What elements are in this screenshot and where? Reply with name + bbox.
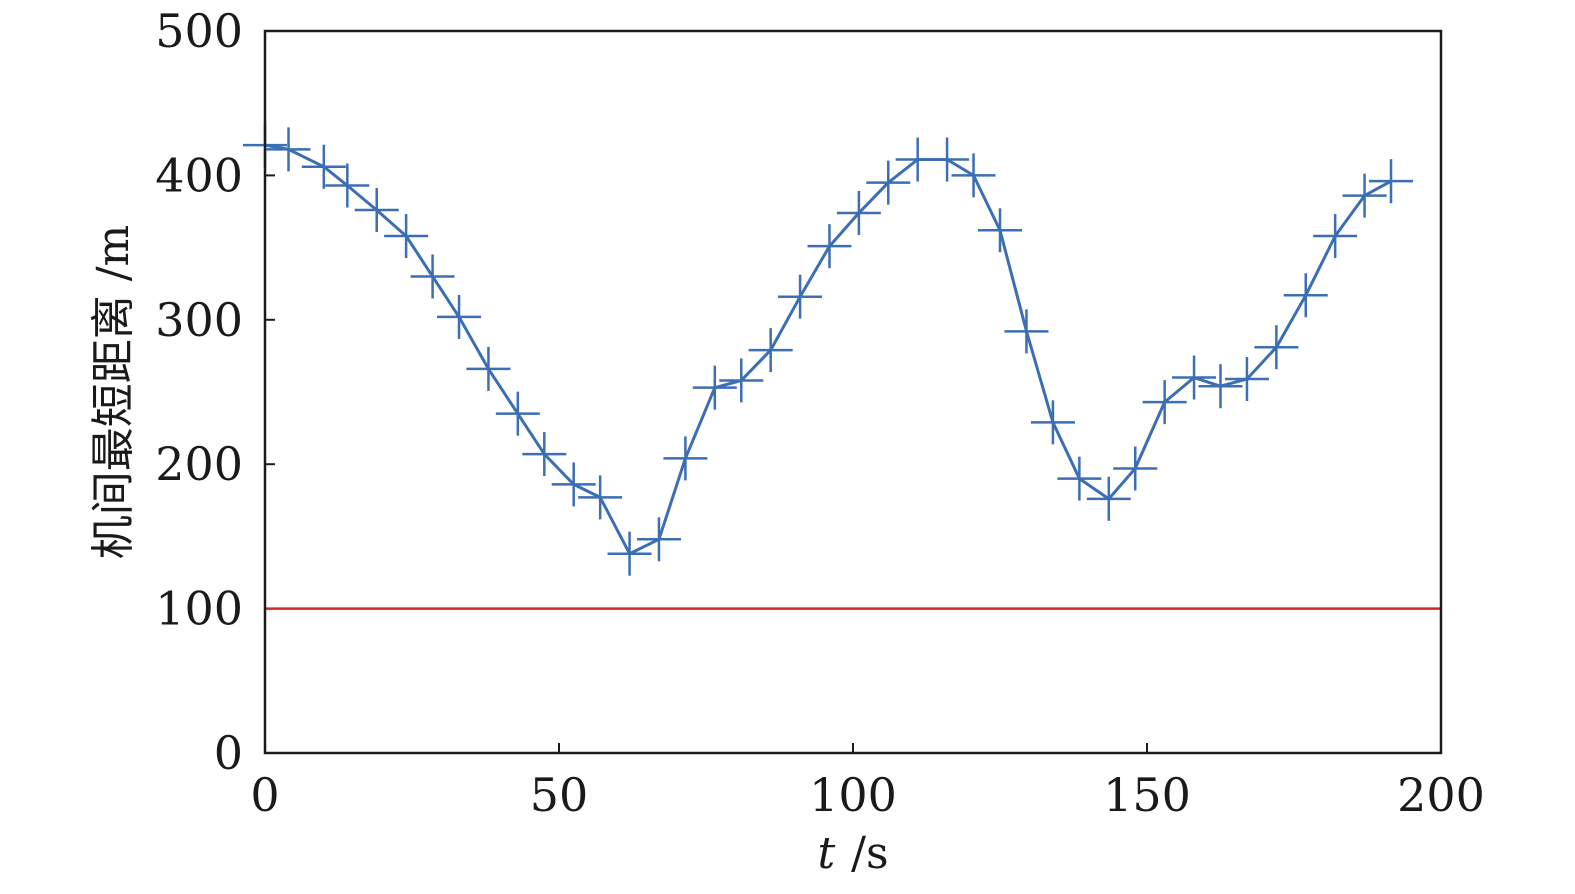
x-tick-label: 150 [1103, 768, 1191, 822]
data-point-marker [1342, 173, 1387, 218]
data-point-marker [663, 436, 708, 481]
data-point-marker [1113, 446, 1158, 491]
x-tick-label: 50 [530, 768, 589, 822]
data-point-marker [807, 224, 852, 269]
data-point-marker [466, 346, 511, 391]
data-point-marker [866, 160, 911, 205]
data-point-marker [1086, 476, 1131, 521]
data-point-marker [1313, 214, 1358, 259]
data-point-marker [354, 188, 399, 233]
data-point-marker [1283, 273, 1328, 318]
data-point-marker [719, 358, 764, 403]
data-point-marker [578, 475, 623, 520]
x-tick-label: 100 [809, 768, 897, 822]
y-tick-label: 0 [214, 726, 243, 780]
data-point-marker [522, 432, 567, 477]
data-point-marker [1254, 325, 1299, 370]
y-axis-ticks: 0 100 200 300 400 500 [155, 4, 275, 780]
data-point-marker [325, 163, 370, 208]
x-axis-variable: t [817, 828, 835, 879]
x-tick-label: 0 [250, 768, 279, 822]
data-point-marker [1172, 355, 1217, 400]
data-point-marker [266, 127, 311, 172]
data-point-marker [495, 391, 540, 436]
data-point-marker [978, 208, 1022, 253]
data-point-marker [437, 294, 482, 339]
data-point-marker [607, 531, 652, 576]
data-point-marker [692, 365, 737, 410]
data-point-marker [1004, 309, 1049, 354]
x-axis-title: t/s [817, 828, 888, 879]
series-layer [243, 123, 1441, 610]
data-point-marker [410, 254, 455, 299]
data-point-marker [1369, 159, 1414, 204]
y-tick-label: 300 [155, 293, 243, 347]
y-tick-label: 400 [155, 148, 243, 202]
data-point-marker [301, 144, 346, 189]
x-axis-unit: /s [851, 828, 888, 879]
data-point-marker [748, 328, 793, 373]
y-axis-title: 机间最短距离 /m [88, 225, 139, 560]
x-axis-ticks: 0 50 100 150 200 [250, 743, 1485, 822]
data-point-marker [778, 274, 823, 319]
x-tick-label: 200 [1397, 768, 1485, 822]
data-point-marker [551, 462, 596, 507]
y-tick-label: 500 [155, 4, 243, 58]
data-point-marker [1057, 456, 1102, 501]
data-point-marker [1198, 364, 1243, 409]
data-point-marker [384, 214, 429, 259]
y-tick-label: 200 [155, 437, 243, 491]
data-point-marker [1030, 400, 1075, 445]
data-point-marker [1142, 380, 1187, 425]
data-point-marker [925, 137, 970, 182]
data-point-marker [951, 153, 996, 198]
data-point-marker [1224, 357, 1269, 402]
data-point-marker [836, 190, 881, 235]
y-tick-label: 100 [155, 582, 243, 636]
series-line [264, 143, 1392, 556]
data-point-marker [636, 517, 681, 562]
plot-frame [263, 29, 1443, 755]
